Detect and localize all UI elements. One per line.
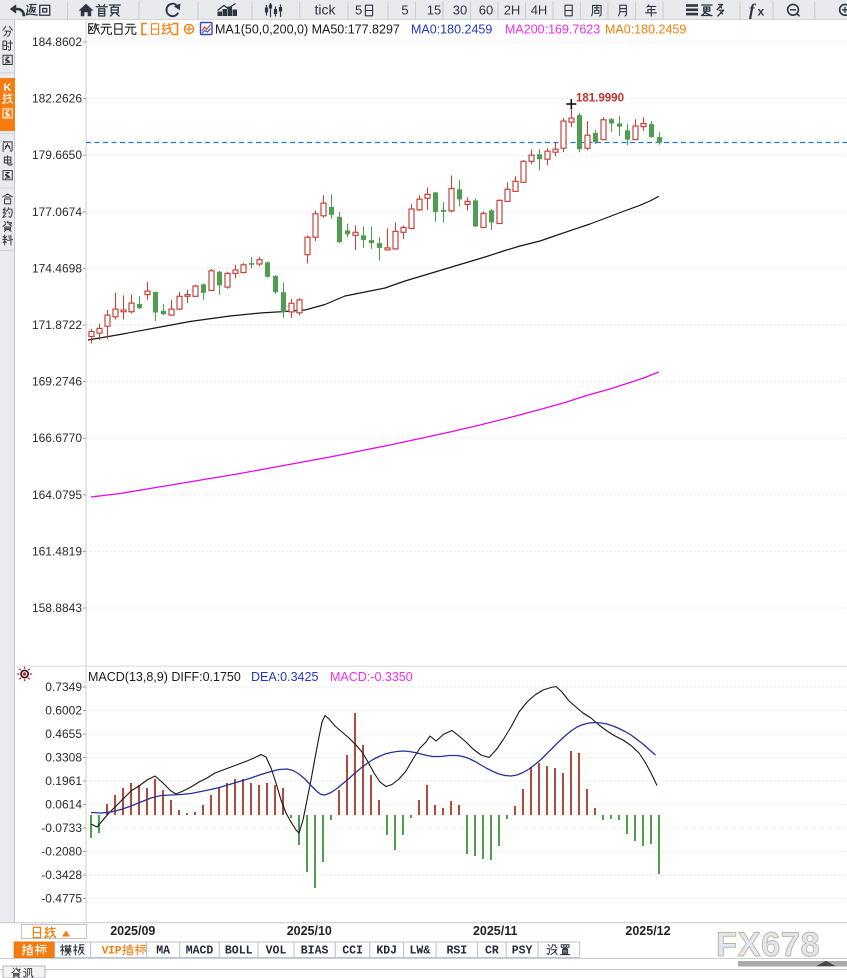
svg-text:tick: tick (315, 2, 337, 18)
svg-text:5: 5 (355, 3, 362, 18)
svg-text:0.6002: 0.6002 (45, 704, 82, 718)
svg-text:MA: MA (156, 945, 170, 958)
svg-text:DEA:0.3425: DEA:0.3425 (251, 670, 318, 684)
svg-text:4H: 4H (531, 3, 548, 18)
svg-text:KDJ: KDJ (376, 945, 397, 958)
svg-text:MACD:-0.3350: MACD:-0.3350 (330, 670, 413, 684)
svg-text:184.8602: 184.8602 (32, 35, 82, 49)
svg-text:MA0:180.2459: MA0:180.2459 (411, 23, 492, 37)
svg-text:-0.2080: -0.2080 (41, 845, 82, 859)
svg-text:LW&: LW& (410, 945, 431, 958)
svg-text:CCI: CCI (342, 945, 363, 958)
svg-text:CR: CR (485, 945, 499, 958)
svg-text:158.8843: 158.8843 (32, 601, 82, 615)
svg-text:-0.3428: -0.3428 (41, 868, 82, 882)
svg-text:179.6650: 179.6650 (32, 148, 82, 162)
svg-text:2025/09: 2025/09 (110, 924, 155, 938)
svg-text:60: 60 (479, 3, 493, 18)
svg-text:MACD: MACD (186, 945, 214, 958)
svg-text:177.0674: 177.0674 (32, 205, 82, 219)
svg-text:15: 15 (427, 3, 441, 18)
svg-text:f: f (749, 1, 757, 20)
svg-text:-0.0733: -0.0733 (41, 821, 82, 835)
svg-text:MA200:169.7623: MA200:169.7623 (505, 23, 600, 37)
svg-text:-0.4775: -0.4775 (41, 892, 82, 906)
svg-text:MA0:180.2459: MA0:180.2459 (605, 23, 686, 37)
svg-text:0.7349: 0.7349 (45, 680, 82, 694)
svg-text:169.2746: 169.2746 (32, 375, 82, 389)
svg-text:5: 5 (401, 3, 408, 18)
svg-text:0.1961: 0.1961 (45, 774, 82, 788)
svg-text:2025/10: 2025/10 (287, 924, 332, 938)
svg-text:MA1(50,0,200,0) MA50:177.8297: MA1(50,0,200,0) MA50:177.8297 (215, 23, 400, 37)
svg-text:30: 30 (453, 3, 467, 18)
svg-text:MACD(13,8,9) DIFF:0.1750: MACD(13,8,9) DIFF:0.1750 (88, 670, 241, 684)
svg-text:164.0795: 164.0795 (32, 488, 82, 502)
svg-text:FX678: FX678 (716, 926, 820, 964)
svg-text:0.4655: 0.4655 (45, 727, 82, 741)
svg-text:x: x (758, 5, 765, 19)
svg-text:BIAS: BIAS (301, 945, 329, 958)
svg-text:174.4698: 174.4698 (32, 261, 82, 275)
svg-text:2025/12: 2025/12 (625, 924, 670, 938)
svg-text:161.4819: 161.4819 (32, 544, 82, 558)
svg-text:VIP: VIP (102, 946, 122, 958)
svg-text:VOL: VOL (266, 945, 287, 958)
svg-text:171.8722: 171.8722 (32, 318, 82, 332)
svg-text:181.9990: 181.9990 (576, 93, 624, 105)
svg-text:0.3308: 0.3308 (45, 751, 82, 765)
svg-text:PSY: PSY (512, 945, 533, 958)
svg-text:0.0614: 0.0614 (45, 798, 82, 812)
svg-text:BOLL: BOLL (225, 945, 253, 958)
svg-text:2025/11: 2025/11 (473, 924, 518, 938)
svg-text:166.6770: 166.6770 (32, 431, 82, 445)
svg-text:182.2626: 182.2626 (32, 92, 82, 106)
svg-text:K: K (4, 82, 12, 94)
svg-text:RSI: RSI (446, 945, 467, 958)
svg-text:2H: 2H (504, 3, 521, 18)
